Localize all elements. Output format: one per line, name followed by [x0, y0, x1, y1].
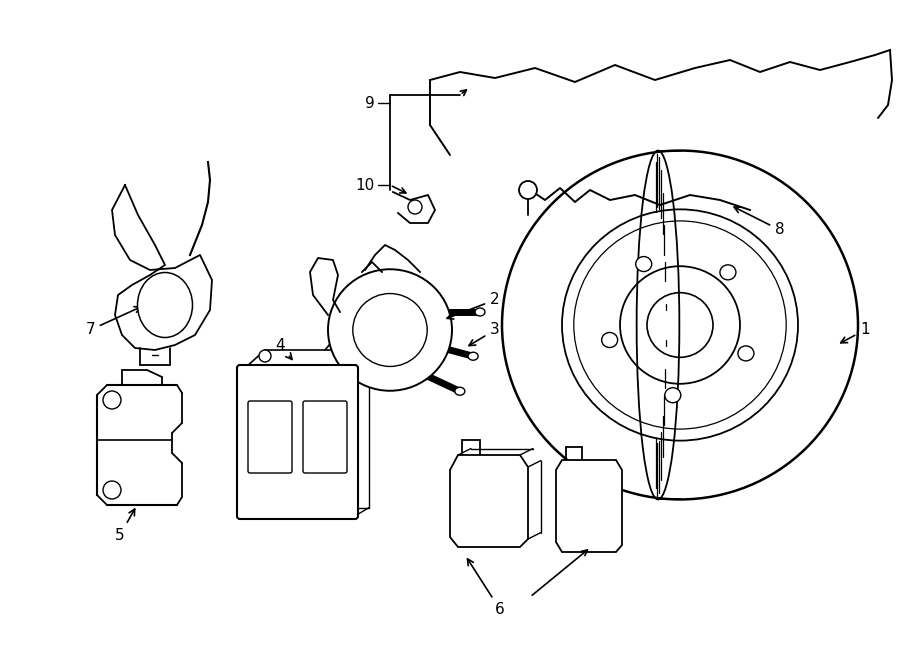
Text: 3: 3 [469, 323, 500, 346]
Text: 4: 4 [275, 338, 292, 360]
Circle shape [103, 481, 121, 499]
Ellipse shape [720, 265, 736, 280]
Circle shape [519, 181, 537, 199]
Text: 10: 10 [356, 178, 375, 192]
Ellipse shape [328, 269, 452, 391]
Text: 1: 1 [841, 323, 869, 343]
Ellipse shape [635, 256, 652, 272]
Polygon shape [450, 455, 528, 547]
Ellipse shape [138, 272, 193, 338]
Circle shape [408, 200, 422, 214]
Polygon shape [556, 460, 622, 552]
Circle shape [259, 350, 271, 362]
Text: 6: 6 [467, 559, 505, 617]
Text: 8: 8 [734, 207, 785, 237]
FancyBboxPatch shape [237, 365, 358, 519]
Text: 7: 7 [86, 307, 140, 338]
Text: 5: 5 [115, 509, 135, 543]
Ellipse shape [475, 308, 485, 316]
Ellipse shape [468, 352, 478, 360]
Ellipse shape [738, 346, 754, 361]
Text: 9: 9 [365, 95, 375, 110]
Circle shape [103, 391, 121, 409]
Ellipse shape [601, 332, 617, 348]
Ellipse shape [665, 388, 680, 403]
Ellipse shape [454, 387, 464, 395]
Text: 2: 2 [447, 293, 500, 319]
